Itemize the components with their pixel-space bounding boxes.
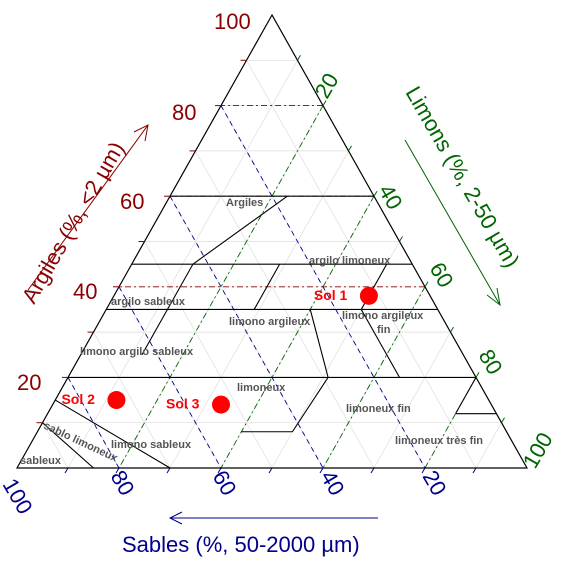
sol-2-label: Sol 2 (61, 391, 95, 407)
region-limoneux-tres-fin: limoneux très fin (395, 435, 483, 447)
grid-line-sand-70 (93, 331, 171, 469)
silt-tick-mark (399, 236, 403, 242)
silt-tick-20: 20 (310, 69, 344, 103)
silt-tick-40: 40 (374, 180, 408, 214)
silt-tick-mark (450, 326, 454, 333)
region-limono-sableux: limono sableux (111, 439, 192, 451)
class-boundary-9 (291, 377, 329, 433)
sand-ref-line-40 (169, 195, 324, 469)
silt-axis-arrow (404, 139, 501, 306)
silt-tick-mark (373, 190, 378, 197)
sol-1-point (359, 286, 378, 305)
clay-tick-60: 60 (120, 189, 144, 214)
grid-line-silt-70 (373, 331, 451, 469)
region-argiles: Argiles (226, 197, 263, 209)
region-sableux: sableux (20, 455, 62, 467)
class-boundary-11 (360, 309, 400, 378)
sol-1-label: Sol 1 (314, 287, 348, 303)
region-limoneux: limoneux (237, 382, 286, 394)
sol-3-point (212, 395, 230, 414)
class-boundary-14 (54, 399, 171, 469)
clay-arrowhead-icon (133, 124, 149, 142)
class-boundary-6 (253, 263, 281, 310)
sand-tick-60: 60 (208, 466, 242, 500)
region-argilo-limoneux: argilo limoneux (309, 255, 391, 267)
silt-ref-line-40 (220, 195, 375, 469)
sand-tick-mark (64, 467, 69, 474)
class-boundary-8 (309, 309, 329, 378)
grid-line-silt-90 (475, 422, 502, 469)
sand-tick-mark (421, 467, 426, 474)
sand-tick-mark (472, 467, 477, 474)
silt-tick-100: 100 (518, 428, 558, 472)
region-limoneux-fin: limoneux fin (346, 403, 411, 415)
class-boundary-13 (455, 377, 477, 414)
clay-tick-100: 100 (214, 9, 251, 34)
sand-tick-mark (166, 467, 171, 474)
region-limono-argileux-fin-line2: fin (377, 324, 391, 336)
grid-line-sand-90 (42, 422, 69, 469)
clay-tick-40: 40 (73, 279, 97, 304)
sol-3-label: Sol 3 (166, 396, 200, 412)
silt-tick-mark (501, 417, 505, 423)
sand-tick-mark (217, 467, 222, 474)
class-boundary-5 (192, 195, 288, 265)
sand-tick-mark (115, 467, 120, 474)
sand-tick-mark (319, 467, 324, 474)
sand-tick-mark (268, 467, 273, 474)
sand-tick-100: 100 (0, 474, 38, 518)
clay-axis-arrow (27, 124, 149, 291)
silt-arrowhead-icon (486, 287, 501, 307)
silt-tick-mark (297, 55, 301, 61)
class-boundary-4 (141, 263, 194, 356)
silt-tick-mark (475, 372, 480, 378)
silt-tick-mark (322, 100, 327, 106)
region-limono-argileux: limono argileux (229, 316, 311, 328)
grid-line-sand-50 (144, 241, 273, 469)
sand-tick-mark (370, 467, 375, 474)
silt-ref-line-20 (118, 105, 324, 469)
region-argilo-sableux: argilo sableux (111, 296, 186, 308)
silt-tick-mark (348, 145, 352, 152)
silt-tick-60: 60 (425, 258, 459, 292)
clay-tick-80: 80 (172, 100, 196, 125)
class-boundaries (42, 195, 497, 469)
sand-axis-title-group: Sables (%, 50-2000 µm) (122, 511, 378, 557)
soil-points: Sol 1 Sol 2 Sol 3 (61, 286, 378, 414)
sand-arrowhead-icon (168, 511, 183, 525)
region-limono-argileux-fin-line1: limono argileux (342, 310, 424, 322)
sand-axis-title: Sables (%, 50-2000 µm) (122, 532, 360, 557)
region-limono-argilo-sableux: limono argilo sableux (80, 346, 194, 358)
clay-tick-20: 20 (17, 370, 41, 395)
sol-2-point (107, 391, 126, 410)
silt-axis-title: Limons (%, 2-50 µm) (401, 82, 525, 272)
silt-axis-title-group: Limons (%, 2-50 µm) (401, 82, 525, 307)
sand-tick-80: 80 (106, 466, 140, 500)
class-boundary-15 (42, 422, 94, 469)
silt-tick-mark (424, 281, 429, 288)
